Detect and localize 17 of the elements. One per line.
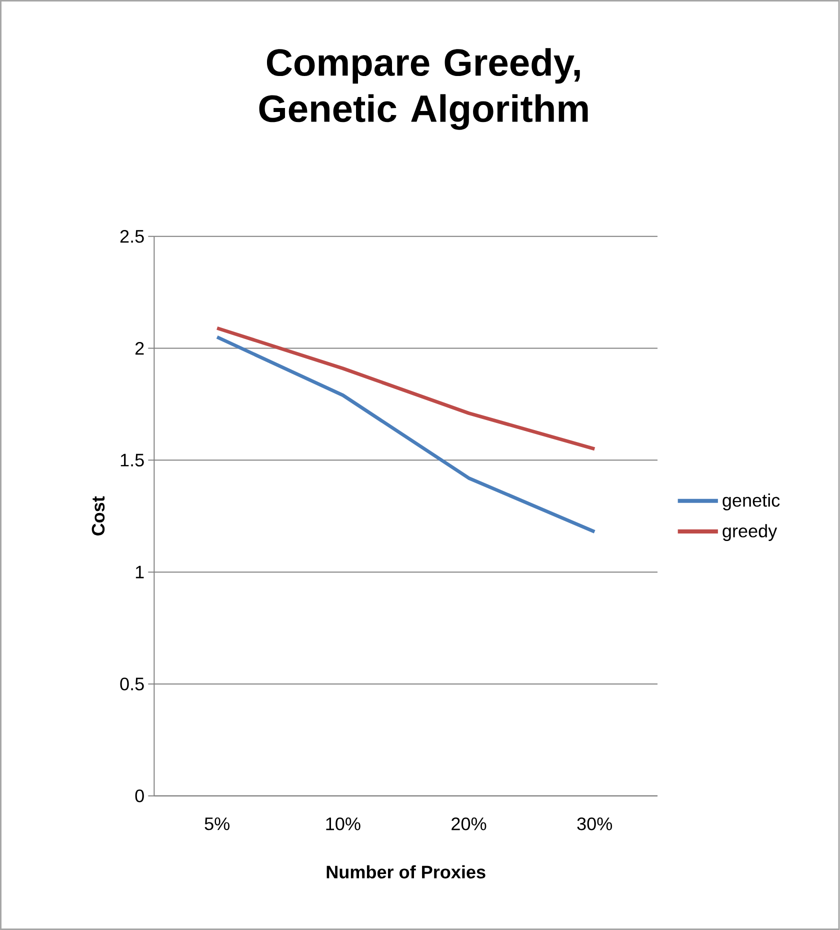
y-axis-title: Cost	[92, 496, 105, 536]
y-tick-label: 2	[136, 342, 144, 355]
y-tick-label: 0	[135, 789, 144, 802]
x-axis-title: Number of Proxies	[326, 865, 486, 878]
x-tick-label: 10%	[326, 817, 360, 830]
chart-title: Compare Greedy, Genetic Algorithm	[259, 48, 588, 130]
y-tick-label: 1.5	[121, 454, 144, 466]
line-series	[215, 326, 596, 451]
line-series	[215, 335, 596, 534]
y-tick-label: 2.5	[120, 230, 144, 243]
legend-label: genetic	[722, 494, 780, 510]
y-tick-label: 1	[136, 566, 144, 578]
y-tick-label: 0.5	[120, 678, 144, 690]
x-tick-label: 5%	[204, 817, 230, 830]
legend-label: greedy	[722, 524, 778, 541]
x-tick-label: 30%	[577, 817, 612, 830]
x-tick-label: 20%	[452, 817, 486, 830]
